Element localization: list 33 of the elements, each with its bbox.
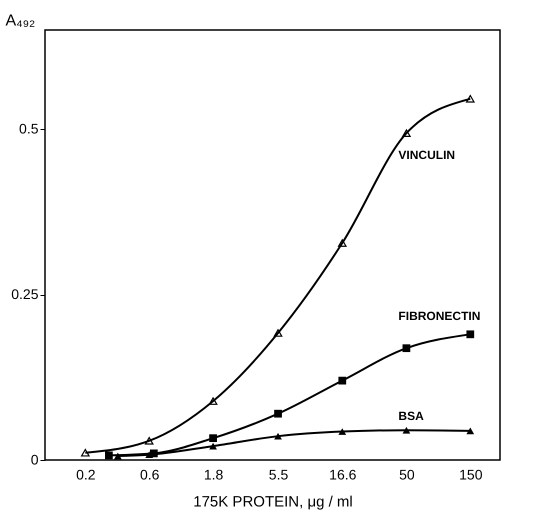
point bbox=[466, 428, 474, 434]
point bbox=[338, 376, 346, 384]
x-tick-label: 0.6 bbox=[140, 466, 160, 482]
x-tick-label: 50 bbox=[399, 466, 415, 482]
y-axis-title: A₄₉₂ bbox=[6, 12, 36, 30]
point bbox=[402, 426, 410, 434]
x-tick-label: 150 bbox=[459, 466, 483, 482]
y-tick-label: 0.25 bbox=[11, 286, 39, 302]
point bbox=[466, 94, 475, 103]
point bbox=[81, 448, 90, 457]
point bbox=[338, 428, 346, 435]
series-label: FIBRONECTIN bbox=[398, 309, 480, 324]
point bbox=[402, 344, 410, 352]
point bbox=[338, 239, 347, 247]
point bbox=[274, 329, 282, 337]
point bbox=[144, 437, 154, 445]
point bbox=[145, 451, 154, 458]
point bbox=[209, 442, 217, 450]
x-tick-label: 1.8 bbox=[204, 466, 224, 482]
point bbox=[402, 129, 411, 138]
x-axis-title: 175K PROTEIN, μg / ml bbox=[193, 494, 353, 510]
y-tick-label: 0.5 bbox=[19, 120, 39, 137]
y-tick-label: 0 bbox=[30, 452, 39, 468]
point bbox=[209, 434, 217, 442]
series-label: VINCULIN bbox=[398, 148, 456, 162]
x-tick-label: 0.2 bbox=[76, 466, 96, 482]
point bbox=[274, 410, 282, 418]
point bbox=[274, 432, 282, 440]
point bbox=[466, 330, 474, 338]
x-tick-label: 16.6 bbox=[329, 466, 357, 482]
series-label: BSA bbox=[398, 409, 424, 424]
x-tick-label: 5.5 bbox=[268, 466, 288, 482]
point bbox=[208, 397, 218, 405]
